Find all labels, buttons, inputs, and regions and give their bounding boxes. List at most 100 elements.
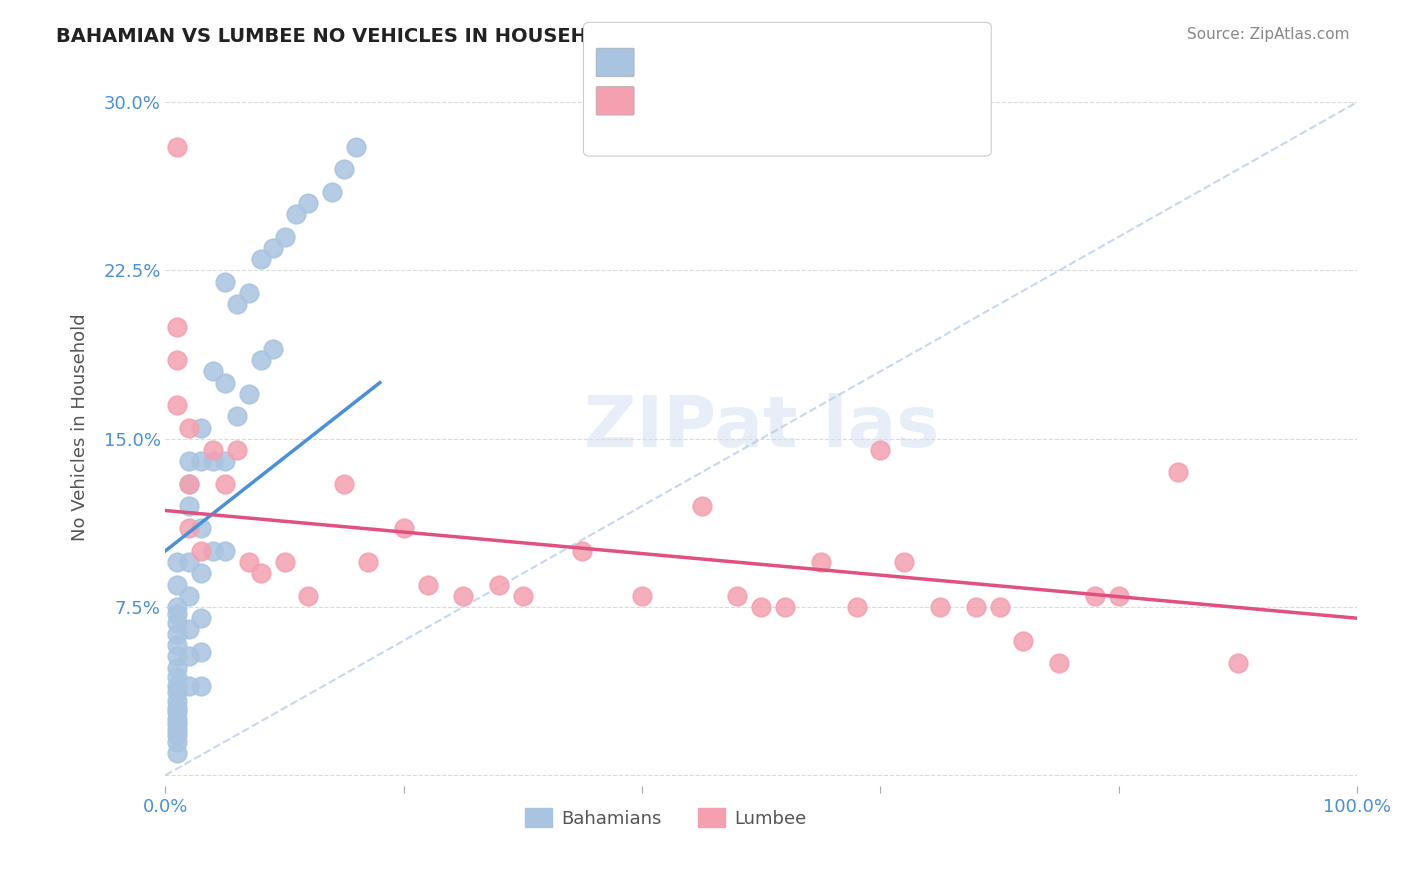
Point [249, 252, 271, 267]
Point [179, 623, 201, 637]
Point [166, 712, 188, 726]
Point [166, 746, 188, 760]
Point [166, 728, 188, 742]
Point [1167, 466, 1189, 480]
Point [488, 577, 510, 591]
Point [249, 353, 271, 368]
Point [166, 660, 188, 674]
Point [1226, 656, 1249, 670]
Point [238, 285, 260, 300]
Point [179, 476, 201, 491]
Point [190, 611, 212, 625]
Point [166, 577, 188, 591]
Point [179, 679, 201, 693]
Point [262, 342, 284, 356]
Point [166, 140, 188, 154]
Point [166, 694, 188, 708]
Point [190, 544, 212, 558]
Point [166, 615, 188, 630]
Point [773, 599, 796, 614]
Point [297, 589, 319, 603]
Point [392, 521, 415, 535]
Text: R = -0.206  N = 41: R = -0.206 N = 41 [612, 100, 783, 118]
Point [333, 476, 356, 491]
Point [179, 454, 201, 468]
Point [225, 297, 247, 311]
Point [166, 599, 188, 614]
Point [166, 627, 188, 641]
Point [190, 454, 212, 468]
Point [166, 706, 188, 720]
Point [179, 476, 201, 491]
Point [166, 649, 188, 664]
Point [190, 566, 212, 581]
Point [225, 409, 247, 424]
Point [965, 599, 987, 614]
Point [893, 555, 915, 569]
Point [273, 555, 295, 569]
Point [357, 555, 380, 569]
Point [690, 499, 713, 513]
Point [1012, 633, 1035, 648]
Point [929, 599, 952, 614]
Point [166, 319, 188, 334]
Point [238, 555, 260, 569]
Point [166, 716, 188, 731]
Point [810, 555, 832, 569]
Point [225, 442, 247, 457]
Text: R =  0.221  N = 57: R = 0.221 N = 57 [612, 61, 782, 78]
Point [344, 140, 367, 154]
Point [179, 420, 201, 434]
Text: ZIPat las: ZIPat las [583, 393, 939, 462]
Point [333, 162, 356, 177]
Point [749, 599, 772, 614]
Point [179, 589, 201, 603]
Point [1047, 656, 1070, 670]
Point [166, 353, 188, 368]
Point [845, 599, 868, 614]
Point [166, 398, 188, 412]
Point [214, 454, 236, 468]
Point [869, 442, 891, 457]
Point [166, 723, 188, 738]
Point [202, 544, 225, 558]
Point [166, 669, 188, 683]
Point [571, 544, 593, 558]
Point [1108, 589, 1130, 603]
Point [988, 599, 1011, 614]
Point [214, 376, 236, 390]
Point [166, 685, 188, 699]
Point [297, 196, 319, 211]
Point [166, 679, 188, 693]
Point [249, 566, 271, 581]
Point [190, 645, 212, 659]
Point [190, 420, 212, 434]
Text: Source: ZipAtlas.com: Source: ZipAtlas.com [1187, 27, 1350, 42]
Point [1084, 589, 1107, 603]
Point [631, 589, 654, 603]
Point [179, 499, 201, 513]
Point [725, 589, 748, 603]
Point [262, 241, 284, 255]
Legend: Bahamians, Lumbee: Bahamians, Lumbee [519, 801, 814, 835]
Point [179, 521, 201, 535]
Point [166, 638, 188, 652]
Point [214, 275, 236, 289]
Point [202, 454, 225, 468]
Point [512, 589, 534, 603]
Point [202, 442, 225, 457]
Point [451, 589, 474, 603]
Point [416, 577, 439, 591]
Point [190, 521, 212, 535]
Point [179, 649, 201, 664]
Point [166, 734, 188, 748]
Point [166, 555, 188, 569]
Point [321, 185, 343, 199]
Point [214, 544, 236, 558]
Point [190, 679, 212, 693]
Point [166, 701, 188, 715]
Y-axis label: No Vehicles in Household: No Vehicles in Household [72, 314, 89, 541]
Point [214, 476, 236, 491]
Point [285, 207, 308, 221]
Text: BAHAMIAN VS LUMBEE NO VEHICLES IN HOUSEHOLD CORRELATION CHART: BAHAMIAN VS LUMBEE NO VEHICLES IN HOUSEH… [56, 27, 873, 45]
